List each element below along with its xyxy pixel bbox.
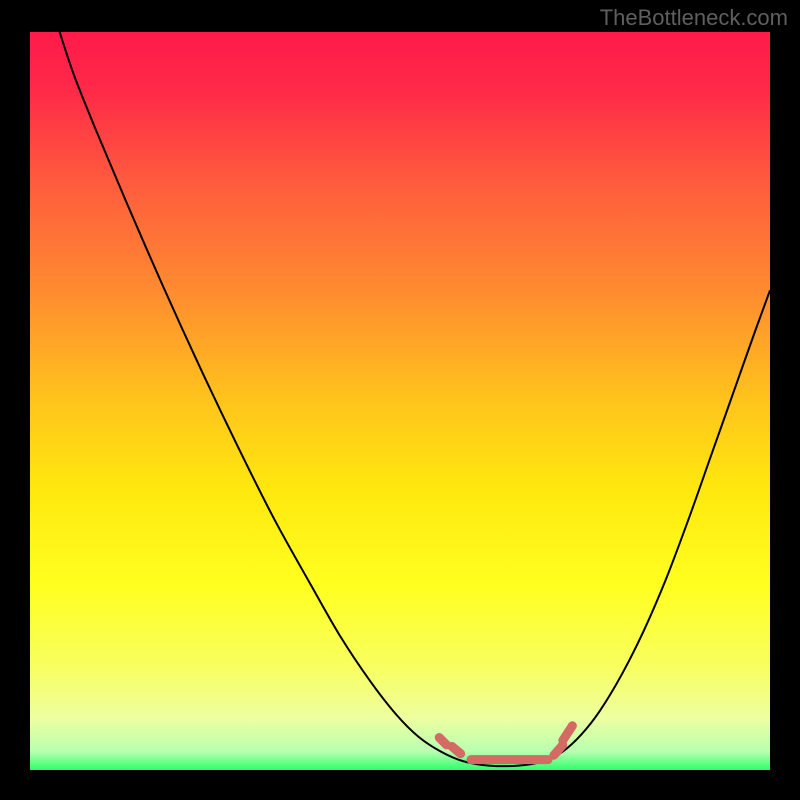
bottleneck-curve-chart <box>0 0 800 800</box>
optimal-mark <box>452 746 461 753</box>
watermark-text: TheBottleneck.com <box>600 5 788 31</box>
optimal-mark <box>439 738 446 745</box>
plot-background <box>30 32 770 770</box>
chart-container: TheBottleneck.com <box>0 0 800 800</box>
